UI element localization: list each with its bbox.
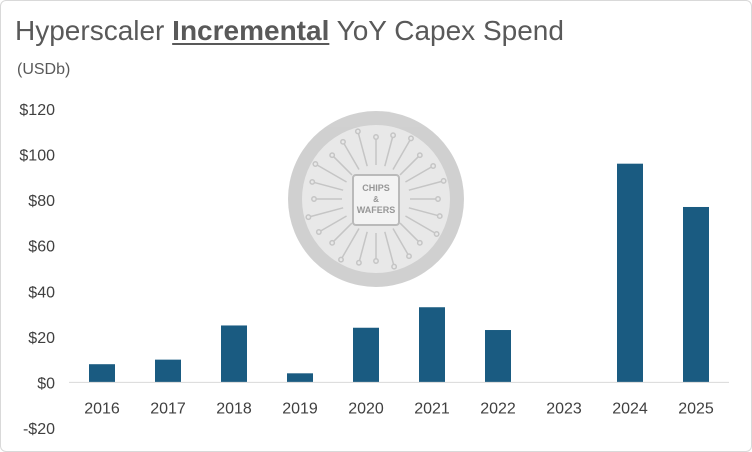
watermark-trace (399, 154, 421, 176)
watermark-trace (384, 135, 394, 167)
watermark-trace (308, 207, 344, 218)
y-tick-label: -$20 (23, 421, 55, 438)
chart-title: Hyperscaler Incremental YoY Capex Spend (15, 17, 564, 45)
watermark-trace (408, 180, 444, 191)
title-prefix: Hyperscaler (15, 15, 173, 46)
watermark-trace (342, 141, 360, 170)
watermark-trace-node (305, 214, 312, 221)
watermark-trace (392, 228, 410, 257)
bar-2025 (683, 206, 709, 383)
x-tick-label: 2022 (480, 400, 516, 417)
bars-group (89, 163, 709, 383)
watermark-trace (312, 181, 344, 191)
bar-2017 (155, 359, 181, 383)
watermark-trace-node (390, 132, 397, 139)
x-tick-label: 2018 (216, 400, 252, 417)
chart-subtitle: (USDb) (17, 61, 71, 78)
watermark-trace-node (416, 239, 423, 246)
bar-2019 (287, 373, 313, 383)
watermark-trace-node (373, 134, 379, 140)
watermark-trace-node (435, 196, 441, 202)
bar-2020 (353, 327, 379, 383)
watermark-trace-node (338, 256, 344, 263)
watermark-trace-node (406, 253, 412, 260)
x-tick-label: 2019 (282, 400, 318, 417)
title-emphasis: Incremental (172, 15, 330, 46)
watermark-trace (405, 165, 434, 183)
x-tick-label: 2021 (414, 400, 450, 417)
watermark-trace (331, 222, 353, 244)
x-axis: 2016 2017 2018 2019 2020 2021 2022 2023 2024 2025 (69, 381, 729, 417)
watermark-trace-node (329, 152, 336, 159)
y-tick-label: $60 (28, 239, 55, 256)
watermark-trace-node (416, 152, 423, 159)
watermark-trace-node (311, 196, 317, 202)
watermark-trace-node (329, 239, 336, 246)
watermark-text-line2: & (373, 195, 379, 204)
watermark-trace (384, 231, 395, 267)
x-tick-label: 2023 (546, 400, 582, 417)
y-tick-label: $120 (19, 102, 55, 119)
x-tick-label: 2024 (612, 400, 648, 417)
y-tick-label: $0 (37, 375, 55, 392)
watermark-trace-node (408, 135, 414, 142)
watermark-trace-node (340, 138, 346, 145)
x-tick-label: 2020 (348, 400, 384, 417)
watermark-trace (331, 154, 353, 176)
y-axis: -$20 $0 $20 $40 $60 $80 $100 $120 (19, 102, 55, 438)
x-tick-label: 2016 (84, 400, 120, 417)
watermark-trace (357, 131, 368, 167)
watermark-trace-node (355, 259, 362, 266)
bar-2024 (617, 163, 643, 383)
y-tick-label: $100 (19, 148, 55, 165)
bar-2018 (221, 325, 247, 383)
watermark-trace (318, 215, 347, 233)
bar-2022 (485, 330, 511, 383)
watermark-trace-node (391, 263, 398, 270)
y-tick-label: $80 (28, 193, 55, 210)
watermark-trace-node (309, 178, 316, 185)
chip-logo-watermark: CHIPS & WAFERS (288, 111, 464, 287)
watermark-chip (352, 174, 400, 226)
title-suffix: YoY Capex Spend (329, 15, 564, 46)
watermark-circuit-lines (305, 128, 447, 270)
watermark-trace (392, 138, 412, 170)
watermark-trace-node (315, 229, 322, 235)
y-tick-label: $20 (28, 330, 55, 347)
x-tick-label: 2025 (678, 400, 714, 417)
bar-2021 (419, 307, 445, 383)
watermark-trace-node (436, 213, 443, 220)
watermark-trace-node (373, 258, 379, 264)
watermark-trace (405, 215, 437, 235)
watermark-text-line3: WAFERS (357, 205, 396, 215)
watermark-trace (408, 207, 440, 217)
watermark-trace (358, 231, 368, 263)
watermark-trace-node (312, 161, 319, 167)
x-tick-label: 2017 (150, 400, 186, 417)
watermark-trace-node (430, 163, 437, 169)
watermark-trace-node (433, 231, 440, 237)
watermark-text-line1: CHIPS (362, 183, 390, 193)
y-tick-label: $40 (28, 284, 55, 301)
watermark-trace-node (354, 128, 361, 135)
bar-2016 (89, 364, 115, 383)
watermark-trace (399, 222, 421, 244)
watermark-trace (340, 228, 360, 260)
watermark-trace (315, 163, 347, 183)
watermark-trace-node (440, 177, 447, 184)
